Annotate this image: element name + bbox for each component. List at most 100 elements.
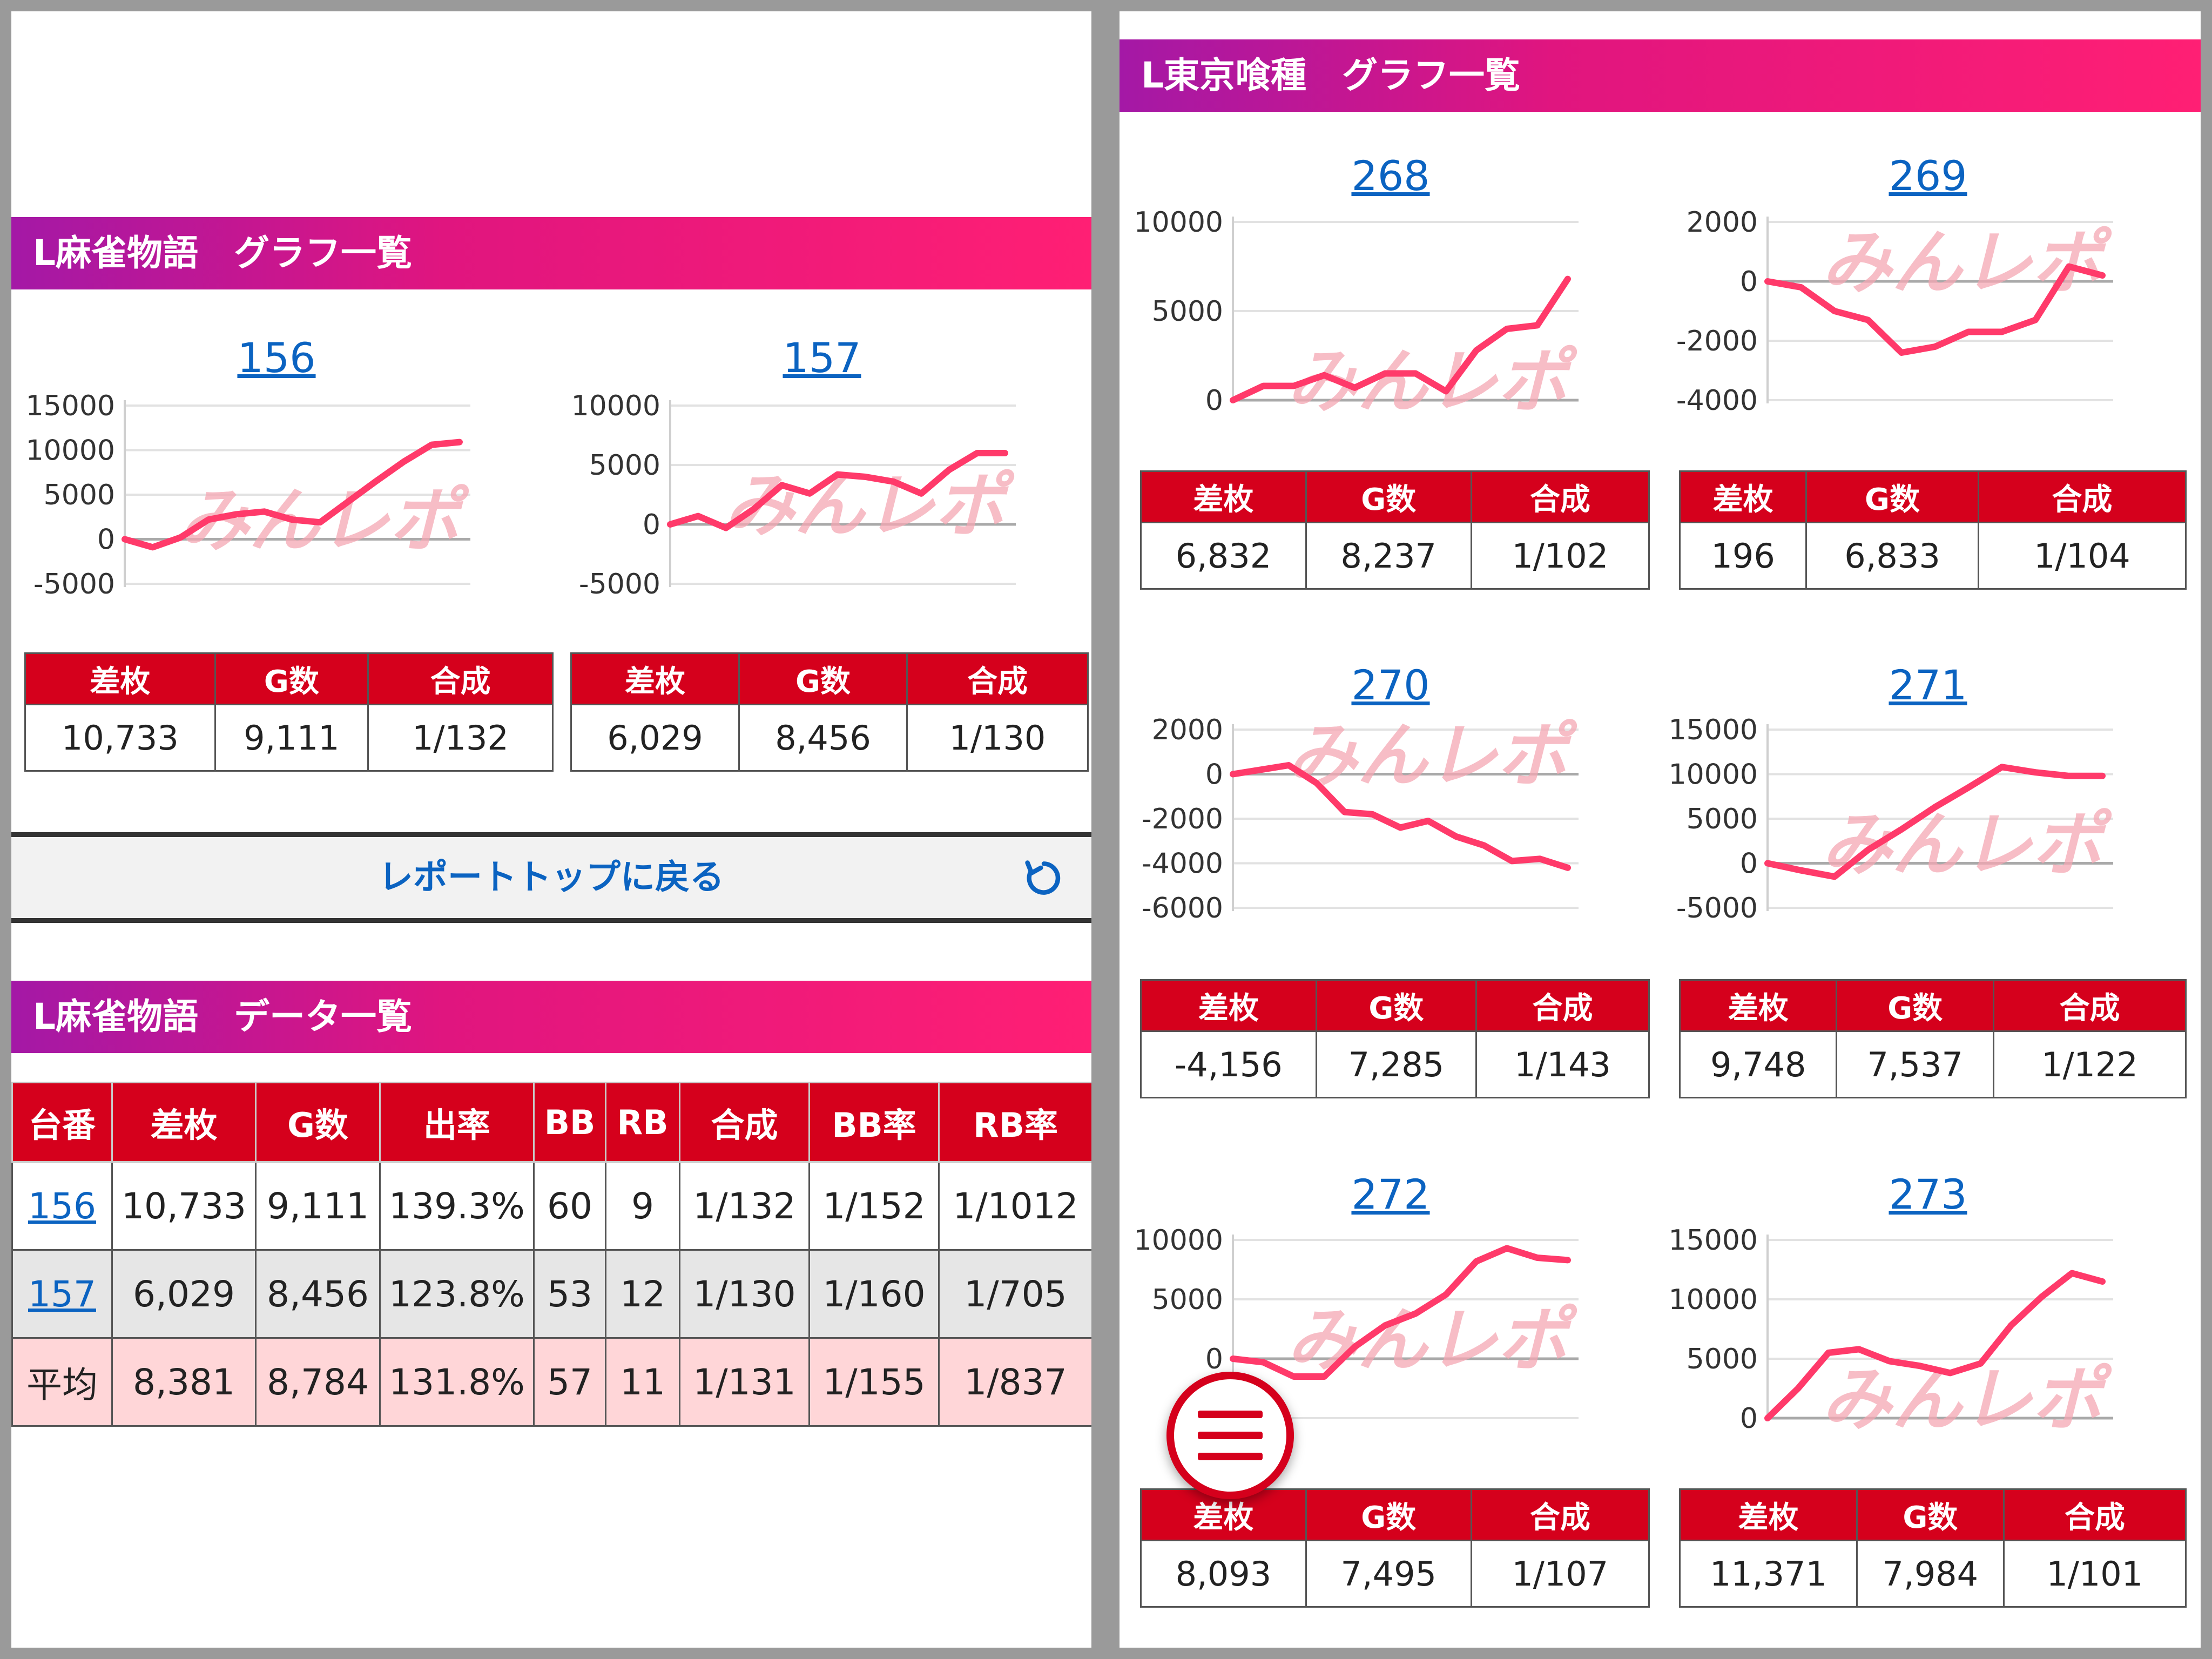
table-cell: 1/131 [679, 1337, 810, 1427]
stats-value: 8,237 [1305, 522, 1472, 590]
chart-title-157[interactable]: 157 [783, 334, 861, 382]
table-cell: 139.3% [379, 1161, 535, 1251]
table-cell: 131.8% [379, 1337, 535, 1427]
y-tick-label: 5000 [1687, 803, 1758, 835]
stats-value: 1/107 [1470, 1540, 1650, 1608]
machine-link-157[interactable]: 157 [28, 1273, 96, 1315]
y-tick-label: 10000 [1669, 759, 1758, 791]
stats-header: 合成 [1470, 1488, 1650, 1541]
table-cell: 9,111 [255, 1161, 381, 1251]
y-tick-label: -2000 [1676, 325, 1758, 358]
table-cell: 123.8% [379, 1249, 535, 1339]
stats-header: 差枚 [1678, 979, 1838, 1032]
stats-value: 1/130 [906, 704, 1089, 772]
y-tick-label: 5000 [1687, 1343, 1758, 1375]
col-header-rb-rate: RB率 [938, 1082, 1091, 1163]
table-cell: 11 [605, 1337, 680, 1427]
stats-header: 合成 [367, 652, 554, 705]
series-line [1764, 263, 2106, 356]
stats-table-273: 差枚 G数 合成 11,371 7,984 1/101 [1679, 1488, 2187, 1608]
stats-table-272: 差枚 G数 合成 8,093 7,495 1/107 [1140, 1488, 1650, 1608]
y-tick-label: -4000 [1676, 385, 1758, 417]
stats-value: 1/104 [1977, 522, 2187, 590]
y-tick-label: -4000 [1142, 848, 1223, 880]
stats-header: 合成 [906, 652, 1089, 705]
right-panel: L東京喰種 グラフ一覧 268 10000 5000 0 みんレポ 差枚 G数 合成 6,… [1120, 11, 2201, 1648]
stats-value: 10,733 [24, 704, 216, 772]
y-tick-label: 10000 [1134, 1224, 1223, 1257]
stats-value: 1/101 [2002, 1540, 2187, 1608]
stats-value: 1/143 [1475, 1030, 1650, 1098]
y-tick-label: 5000 [589, 449, 660, 482]
table-cell: 1/152 [808, 1161, 940, 1251]
average-label: 平均 [11, 1337, 113, 1427]
table-row: 156 10,733 9,111 139.3% 60 9 1/132 1/152… [11, 1161, 1091, 1251]
chart-title-270[interactable]: 270 [1351, 661, 1430, 709]
data-list-header: L麻雀物語 データ一覧 [11, 981, 1091, 1053]
table-cell: 53 [533, 1249, 606, 1339]
y-tick-label: 15000 [1669, 1224, 1758, 1257]
watermark-logo: みんレポ [1287, 714, 1578, 797]
col-header-games: G数 [255, 1082, 381, 1163]
y-tick-label: -5000 [579, 568, 660, 601]
col-header-payout: 出率 [379, 1082, 535, 1163]
stats-value: -4,156 [1140, 1030, 1317, 1098]
stats-value: 7,984 [1856, 1540, 2005, 1608]
col-header-bb: BB [533, 1082, 606, 1163]
stats-header: 差枚 [24, 652, 216, 705]
stats-header: G数 [1856, 1488, 2005, 1541]
graph-list-header-left: L麻雀物語 グラフ一覧 [11, 217, 1091, 289]
chart-title-269[interactable]: 269 [1889, 152, 1967, 200]
table-row-average: 平均 8,381 8,784 131.8% 57 11 1/131 1/155 … [11, 1337, 1091, 1427]
stats-header: 差枚 [1678, 470, 1808, 523]
y-tick-label: -5000 [1676, 892, 1758, 925]
table-row: 157 6,029 8,456 123.8% 53 12 1/130 1/160… [11, 1249, 1091, 1339]
stats-value: 9,748 [1678, 1030, 1838, 1098]
table-cell: 60 [533, 1161, 606, 1251]
stats-header: G数 [214, 652, 369, 705]
stats-header: G数 [1315, 979, 1478, 1032]
y-tick-label: 15000 [26, 390, 115, 422]
chart-title-273[interactable]: 273 [1889, 1170, 1967, 1218]
stats-table-268: 差枚 G数 合成 6,832 8,237 1/102 [1140, 470, 1650, 590]
stats-header: 差枚 [1140, 470, 1307, 523]
y-tick-label: -5000 [33, 568, 115, 601]
y-tick-label: 0 [1205, 1343, 1223, 1375]
chart-title-272[interactable]: 272 [1351, 1170, 1430, 1218]
stats-table-271: 差枚 G数 合成 9,748 7,537 1/122 [1678, 979, 2187, 1098]
graph-list-header-right: L東京喰種 グラフ一覧 [1120, 39, 2201, 112]
stats-value: 9,111 [214, 704, 369, 772]
chart-271: 15000 10000 5000 0 -5000 みんレポ [1669, 714, 2113, 925]
back-to-report-top-button[interactable]: レポートトップに戻る [11, 832, 1091, 923]
stats-header: 差枚 [570, 652, 740, 705]
series-line [1764, 764, 2106, 880]
stats-table-269: 差枚 G数 合成 196 6,833 1/104 [1678, 470, 2187, 590]
y-tick-label: -2000 [1142, 803, 1223, 835]
data-table: 台番 差枚 G数 出率 BB RB 合成 BB率 RB率 156 10,733 … [11, 1082, 1091, 1427]
stats-value: 8,456 [738, 704, 908, 772]
table-cell: 9 [605, 1161, 680, 1251]
watermark-logo: みんレポ [1822, 804, 2113, 886]
stats-table-270: 差枚 G数 合成 -4,156 7,285 1/143 [1140, 979, 1650, 1098]
stats-value: 7,285 [1315, 1030, 1478, 1098]
machine-link-156[interactable]: 156 [28, 1185, 96, 1227]
y-tick-label: -6000 [1142, 892, 1223, 925]
menu-button[interactable] [1166, 1372, 1294, 1499]
table-cell: 1/155 [808, 1337, 940, 1427]
stats-value: 1/122 [1992, 1030, 2187, 1098]
chart-title-156[interactable]: 156 [237, 334, 316, 382]
table-cell: 57 [533, 1337, 606, 1427]
machine-no-cell[interactable]: 156 [11, 1161, 113, 1251]
y-tick-label: 2000 [1152, 714, 1223, 746]
machine-no-cell[interactable]: 157 [11, 1249, 113, 1339]
stats-header: G数 [1805, 470, 1979, 523]
y-tick-label: 0 [97, 524, 115, 556]
stats-value: 7,495 [1305, 1540, 1472, 1608]
chart-title-268[interactable]: 268 [1351, 152, 1430, 200]
series-line [667, 450, 1008, 531]
stats-header: G数 [1836, 979, 1994, 1032]
chart-title-271[interactable]: 271 [1889, 661, 1967, 709]
